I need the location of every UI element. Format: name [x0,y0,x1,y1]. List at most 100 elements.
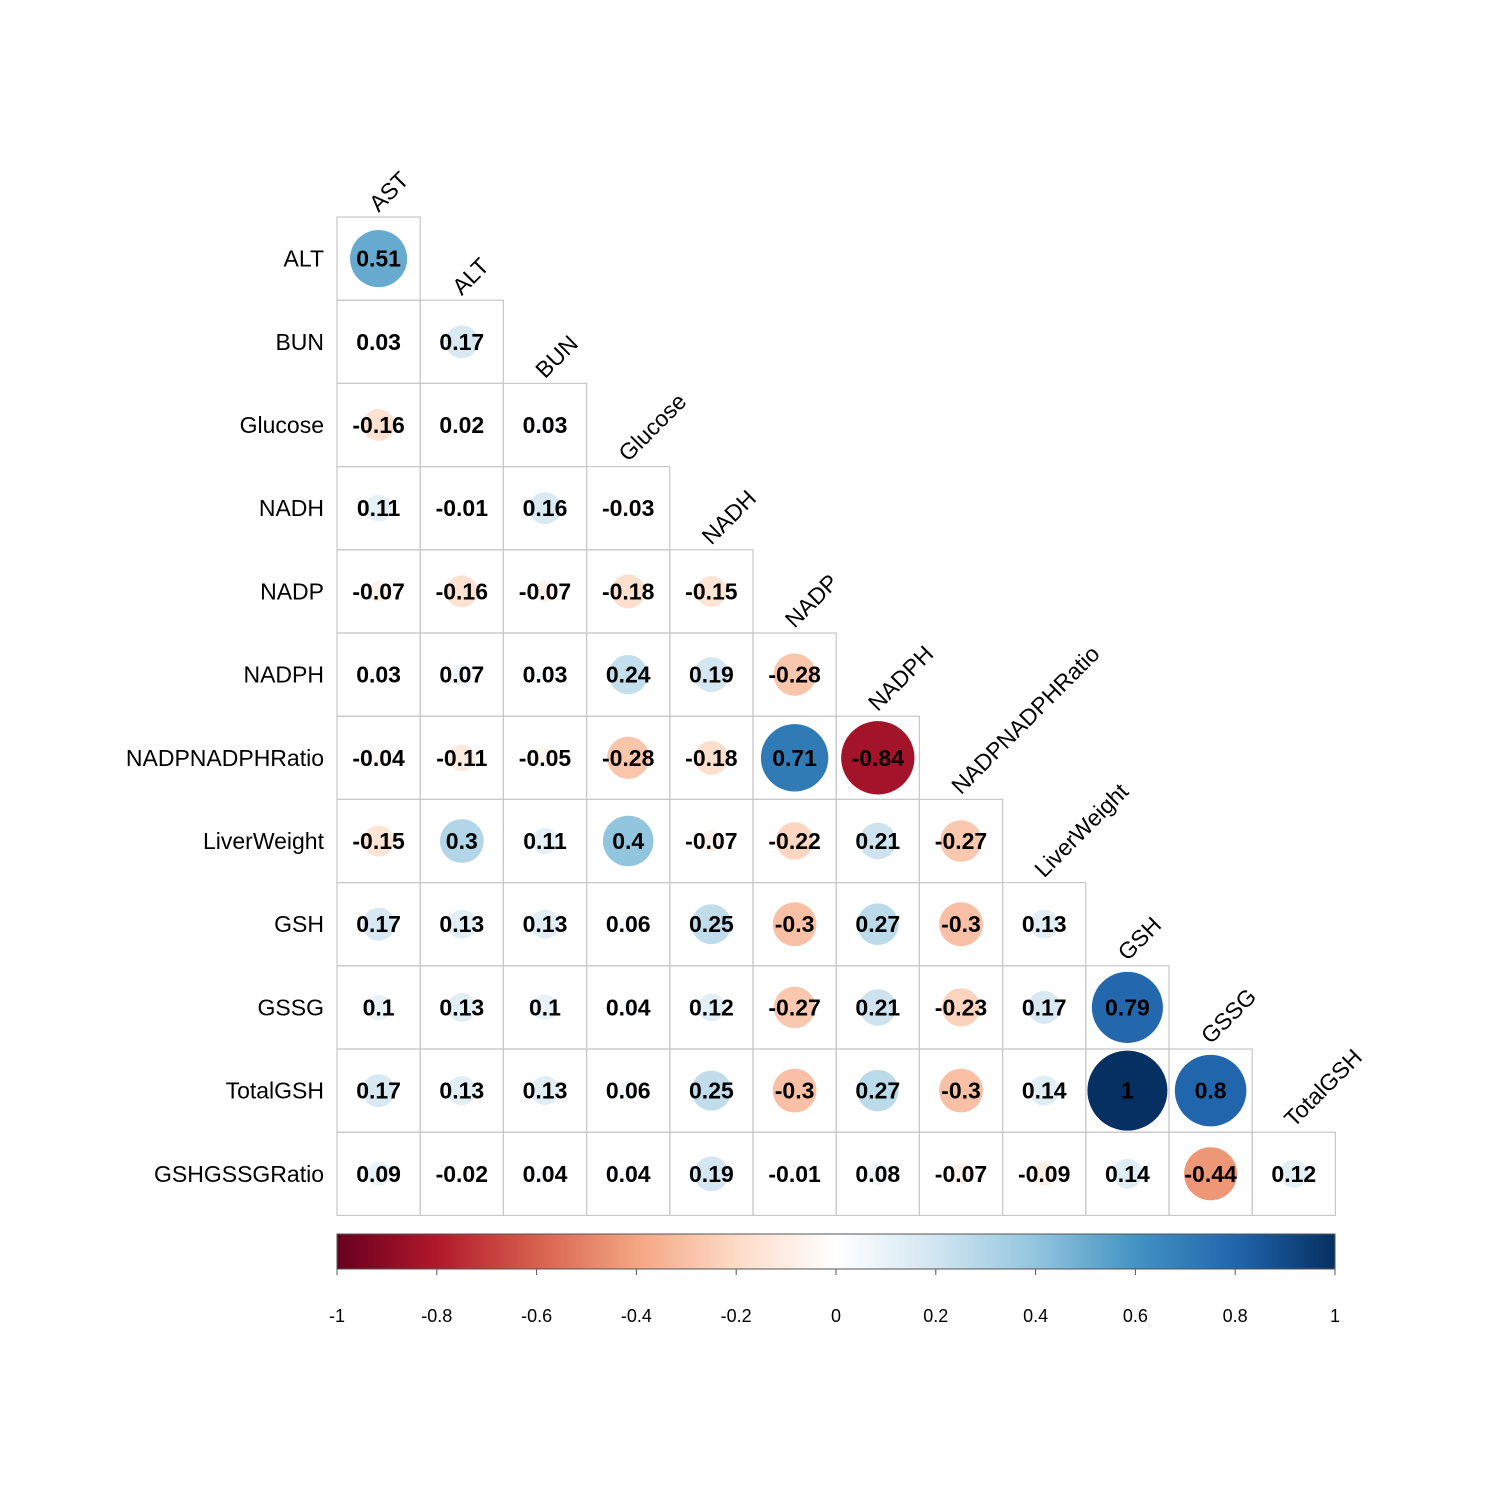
correlation-circle [607,736,650,779]
cell-GSHGSSGRatio-GSSG: -0.44 [1168,1131,1253,1216]
cell-value-label: 0.25 [689,911,734,937]
correlation-circle [939,902,983,947]
cell-value-label: -0.04 [352,745,405,771]
cell-GSHGSSGRatio-BUN: 0.04 [502,1131,588,1216]
color-legend-tick-label: 0.6 [1123,1306,1148,1326]
cell-GSHGSSGRatio-GSH: 0.14 [1085,1131,1170,1216]
cell-value-label: 0.24 [606,662,651,688]
color-legend-bar [336,1233,1336,1270]
cell-TotalGSH-AST: 0.17 [336,1048,421,1133]
correlation-circle [1279,1159,1308,1188]
cell-value-label: -0.3 [775,911,815,937]
correlation-circle [530,1076,560,1106]
cell-NADPH-BUN: 0.03 [502,632,588,717]
cell-GSHGSSGRatio-NADP: -0.01 [752,1131,837,1216]
correlation-circle [691,1070,732,1111]
cell-value-label: -0.05 [519,745,572,771]
cell-value-label: 0.06 [606,911,651,937]
correlation-circle [439,819,484,863]
cell-GSH-AST: 0.17 [336,881,421,967]
correlation-circle [694,740,729,775]
cell-value-label: 0.14 [1105,1161,1150,1187]
cell-ALT-AST: 0.51 [336,216,421,301]
cell-NADP-AST: -0.07 [336,549,421,634]
cell-GSH-NADPH: 0.27 [835,881,921,967]
cell-value-label: 0.21 [855,828,900,854]
cell-GSSG-NADPH: 0.21 [835,965,921,1050]
cell-NADPH-NADH: 0.19 [669,632,754,717]
cell-GSHGSSGRatio-Glucose: 0.04 [585,1131,671,1216]
cell-GSH-BUN: 0.13 [502,881,588,967]
cell-GSHGSSGRatio-NADH: 0.19 [669,1131,754,1216]
correlation-circle [350,230,408,288]
cell-value-label: 0.03 [523,662,568,688]
cell-NADPNADPHRatio-Glucose: -0.28 [585,715,671,801]
correlation-circle [1027,990,1061,1024]
correlation-circle [772,902,817,947]
cell-layer: 0.510.03 0.17-0.16 0.02 0.030.11 -0.01 0.16 -0… [336,216,1336,1216]
cell-NADPNADPHRatio-AST: -0.04 [336,715,421,801]
cell-value-label: -0.15 [352,828,405,854]
column-label: NADH [697,485,761,549]
cell-value-label: 0.13 [1022,911,1067,937]
correlation-circle [370,749,387,766]
cell-value-label: 0.14 [1022,1078,1067,1104]
cell-GSHGSSGRatio-AST: 0.09 [336,1131,421,1216]
cell-GSHGSSGRatio-TotalGSH: 0.12 [1251,1131,1336,1216]
cell-value-label: 0.21 [855,994,900,1020]
cell-GSH-NADP: -0.3 [752,881,837,967]
correlation-circle [363,825,395,857]
correlation-circle [695,575,727,607]
cell-border [1251,1131,1336,1216]
cell-GSHGSSGRatio-NADPH: 0.08 [835,1131,921,1216]
correlation-circle [456,419,468,431]
cell-value-label: -0.02 [436,1161,488,1187]
cell-value-label: 0.1 [529,994,561,1020]
cell-value-label: 0.8 [1195,1078,1227,1104]
row-label: BUN [275,329,324,355]
cell-BUN-ALT: 0.17 [419,299,505,385]
cell-GSHGSSGRatio-NADPNADPHRatio: -0.07 [918,1131,1004,1216]
color-legend-tick-label: -0.2 [721,1306,752,1326]
cell-GSSG-NADH: 0.12 [669,965,754,1050]
cell-GSHGSSGRatio-LiverWeight: -0.09 [1001,1131,1087,1216]
row-label: NADPNADPHRatio [126,745,324,771]
correlation-circle [1112,1158,1143,1189]
cell-value-label: 0.79 [1105,994,1150,1020]
cell-value-label: -0.07 [935,1161,987,1187]
correlation-circle [530,909,560,939]
cell-NADP-BUN: -0.07 [502,549,588,634]
cell-value-label: -0.18 [602,578,655,604]
color-legend-tick-label: 0.4 [1023,1306,1048,1326]
column-label: NADPNADPHRatio [946,640,1104,798]
cell-value-label: 0.03 [356,329,401,355]
cell-LiverWeight-NADP: -0.22 [752,798,837,884]
cell-value-label: 0.3 [446,828,478,854]
cell-value-label: -0.27 [935,828,987,854]
correlation-circle [362,907,396,941]
cell-value-label: 0.19 [689,1161,734,1187]
cell-GSSG-GSH: 0.79 [1085,965,1170,1050]
cell-GSSG-Glucose: 0.04 [585,965,671,1050]
correlation-circle [366,1161,391,1186]
correlation-circle [362,1074,396,1108]
correlation-circle [537,1165,553,1182]
cell-value-label: 0.02 [439,412,484,438]
color-legend-tick-label: -0.4 [621,1306,652,1326]
cell-value-label: -0.84 [852,745,905,771]
color-legend-tick-label: 1 [1330,1306,1340,1326]
cell-value-label: 0.13 [439,911,484,937]
correlation-circle [447,909,477,939]
cell-value-label: 0.03 [523,412,568,438]
cell-BUN-AST: 0.03 [336,299,421,385]
cell-NADPNADPHRatio-NADH: -0.18 [669,715,754,801]
cell-GSH-Glucose: 0.06 [585,881,671,967]
cell-value-label: 0.07 [439,662,484,688]
correlation-circle [532,994,558,1021]
cell-value-label: 0.16 [523,495,568,521]
cell-NADPNADPHRatio-ALT: -0.11 [419,715,505,801]
cell-value-label: 0.03 [356,662,401,688]
cell-LiverWeight-NADH: -0.07 [669,798,754,884]
cell-value-label: 0.13 [523,911,568,937]
cell-GSSG-LiverWeight: 0.17 [1001,965,1087,1050]
